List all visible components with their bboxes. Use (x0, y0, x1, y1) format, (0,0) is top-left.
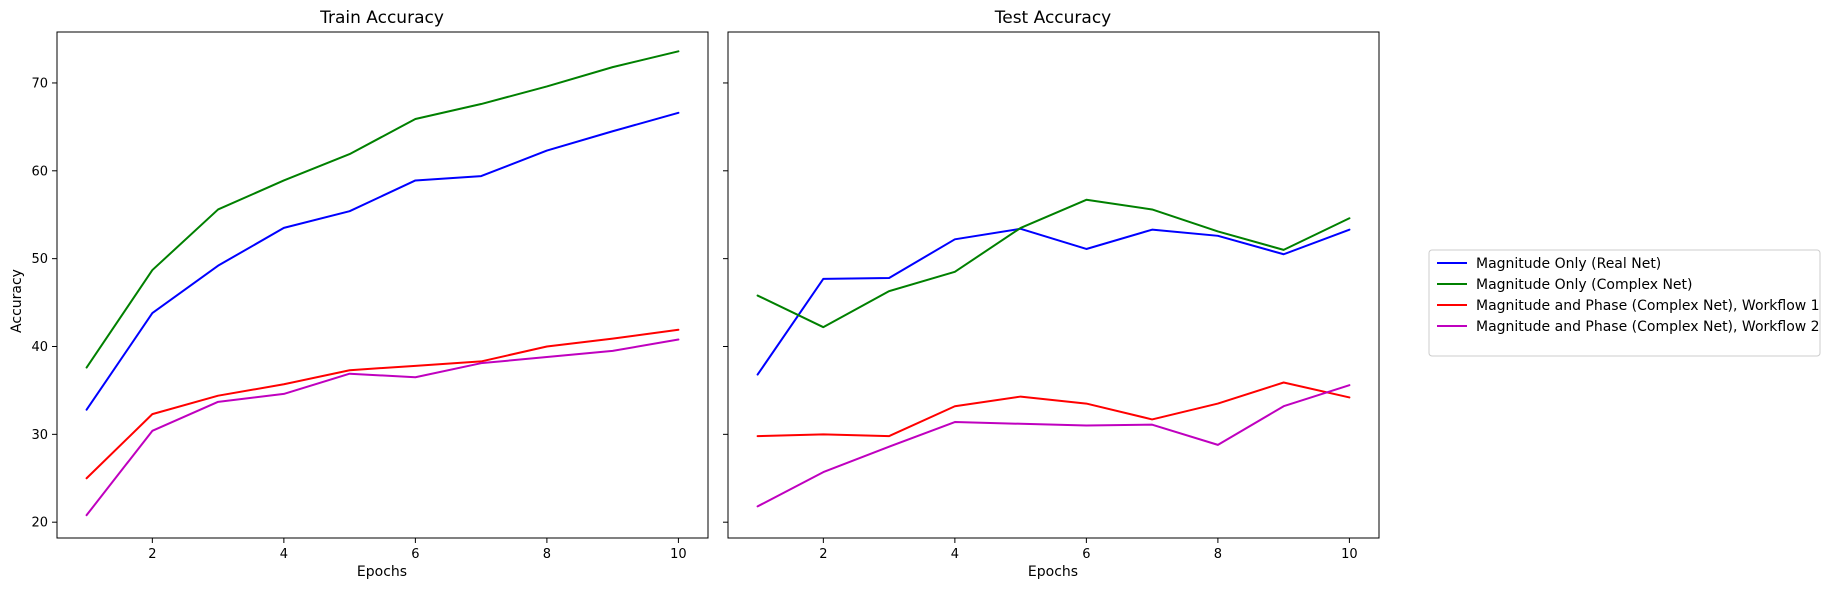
test-accuracy-xtick-label: 2 (819, 547, 827, 562)
train-accuracy-axes-frame (56, 31, 709, 539)
test-accuracy-series-magnitude-and-phase-complex-net-workflow-1 (756, 381, 1351, 438)
legend-entries: Magnitude Only (Real Net) Magnitude Only … (1437, 256, 1820, 335)
train-accuracy-series-magnitude-only-complex-net (85, 50, 680, 369)
test-accuracy-title: Test Accuracy (994, 8, 1112, 28)
train-accuracy-xtick-label: 4 (280, 547, 288, 562)
train-accuracy-series-magnitude-only-real-net (85, 111, 680, 411)
legend-frame (1428, 249, 1821, 357)
train-accuracy-ytick-label: 60 (31, 164, 48, 179)
train-accuracy-xlabel: Epochs (357, 564, 407, 580)
train-accuracy-title: Train Accuracy (319, 8, 444, 28)
train-accuracy-ytick-label: 50 (31, 252, 48, 267)
train-accuracy-ytick-label: 20 (31, 516, 48, 531)
train-accuracy-xtick-label: 8 (543, 547, 551, 562)
train-accuracy-xtick-label: 6 (411, 547, 419, 562)
train-accuracy-series (85, 50, 680, 517)
train-accuracy-panel: Train Accuracy Accuracy Epochs 2 4 6 8 10 20 3… (9, 8, 709, 580)
train-accuracy-series-magnitude-and-phase-complex-net-workflow-2 (85, 338, 680, 517)
legend-label-magnitude-only-real-net: Magnitude Only (Real Net) (1476, 256, 1661, 272)
train-accuracy-xtick-label: 2 (148, 547, 156, 562)
train-accuracy-series-magnitude-and-phase-complex-net-workflow-1 (85, 328, 680, 480)
test-accuracy-series (756, 198, 1351, 508)
test-accuracy-series-magnitude-only-complex-net (756, 198, 1351, 329)
test-accuracy-series-magnitude-only-real-net (756, 227, 1351, 376)
test-accuracy-xlabel: Epochs (1028, 564, 1078, 580)
test-accuracy-xtick-label: 8 (1214, 547, 1222, 562)
train-accuracy-ytick-label: 40 (31, 340, 48, 355)
test-accuracy-xtick-label: 6 (1082, 547, 1090, 562)
legend-label-magnitude-and-phase-complex-net-workflow-2: Magnitude and Phase (Complex Net), Workf… (1476, 319, 1820, 335)
test-accuracy-xtick-label: 4 (951, 547, 959, 562)
legend-label-magnitude-and-phase-complex-net-workflow-1: Magnitude and Phase (Complex Net), Workf… (1476, 298, 1820, 314)
test-accuracy-panel: Test Accuracy Epochs 2 4 6 8 10 (723, 8, 1380, 580)
train-accuracy-ticks: 2 4 6 8 10 20 30 40 50 60 70 (31, 76, 686, 562)
test-accuracy-ticks: 2 4 6 8 10 (723, 82, 1358, 562)
legend-label-magnitude-only-complex-net: Magnitude Only (Complex Net) (1476, 277, 1693, 293)
train-accuracy-ytick-label: 30 (31, 428, 48, 443)
test-accuracy-xtick-label: 10 (1341, 547, 1358, 562)
train-accuracy-ytick-label: 70 (31, 76, 48, 91)
train-accuracy-ylabel: Accuracy (9, 269, 25, 333)
test-accuracy-axes-frame (727, 31, 1380, 539)
legend: Magnitude Only (Real Net) Magnitude Only … (1428, 249, 1821, 357)
test-accuracy-series-magnitude-and-phase-complex-net-workflow-2 (756, 384, 1351, 508)
train-accuracy-xtick-label: 10 (670, 547, 687, 562)
